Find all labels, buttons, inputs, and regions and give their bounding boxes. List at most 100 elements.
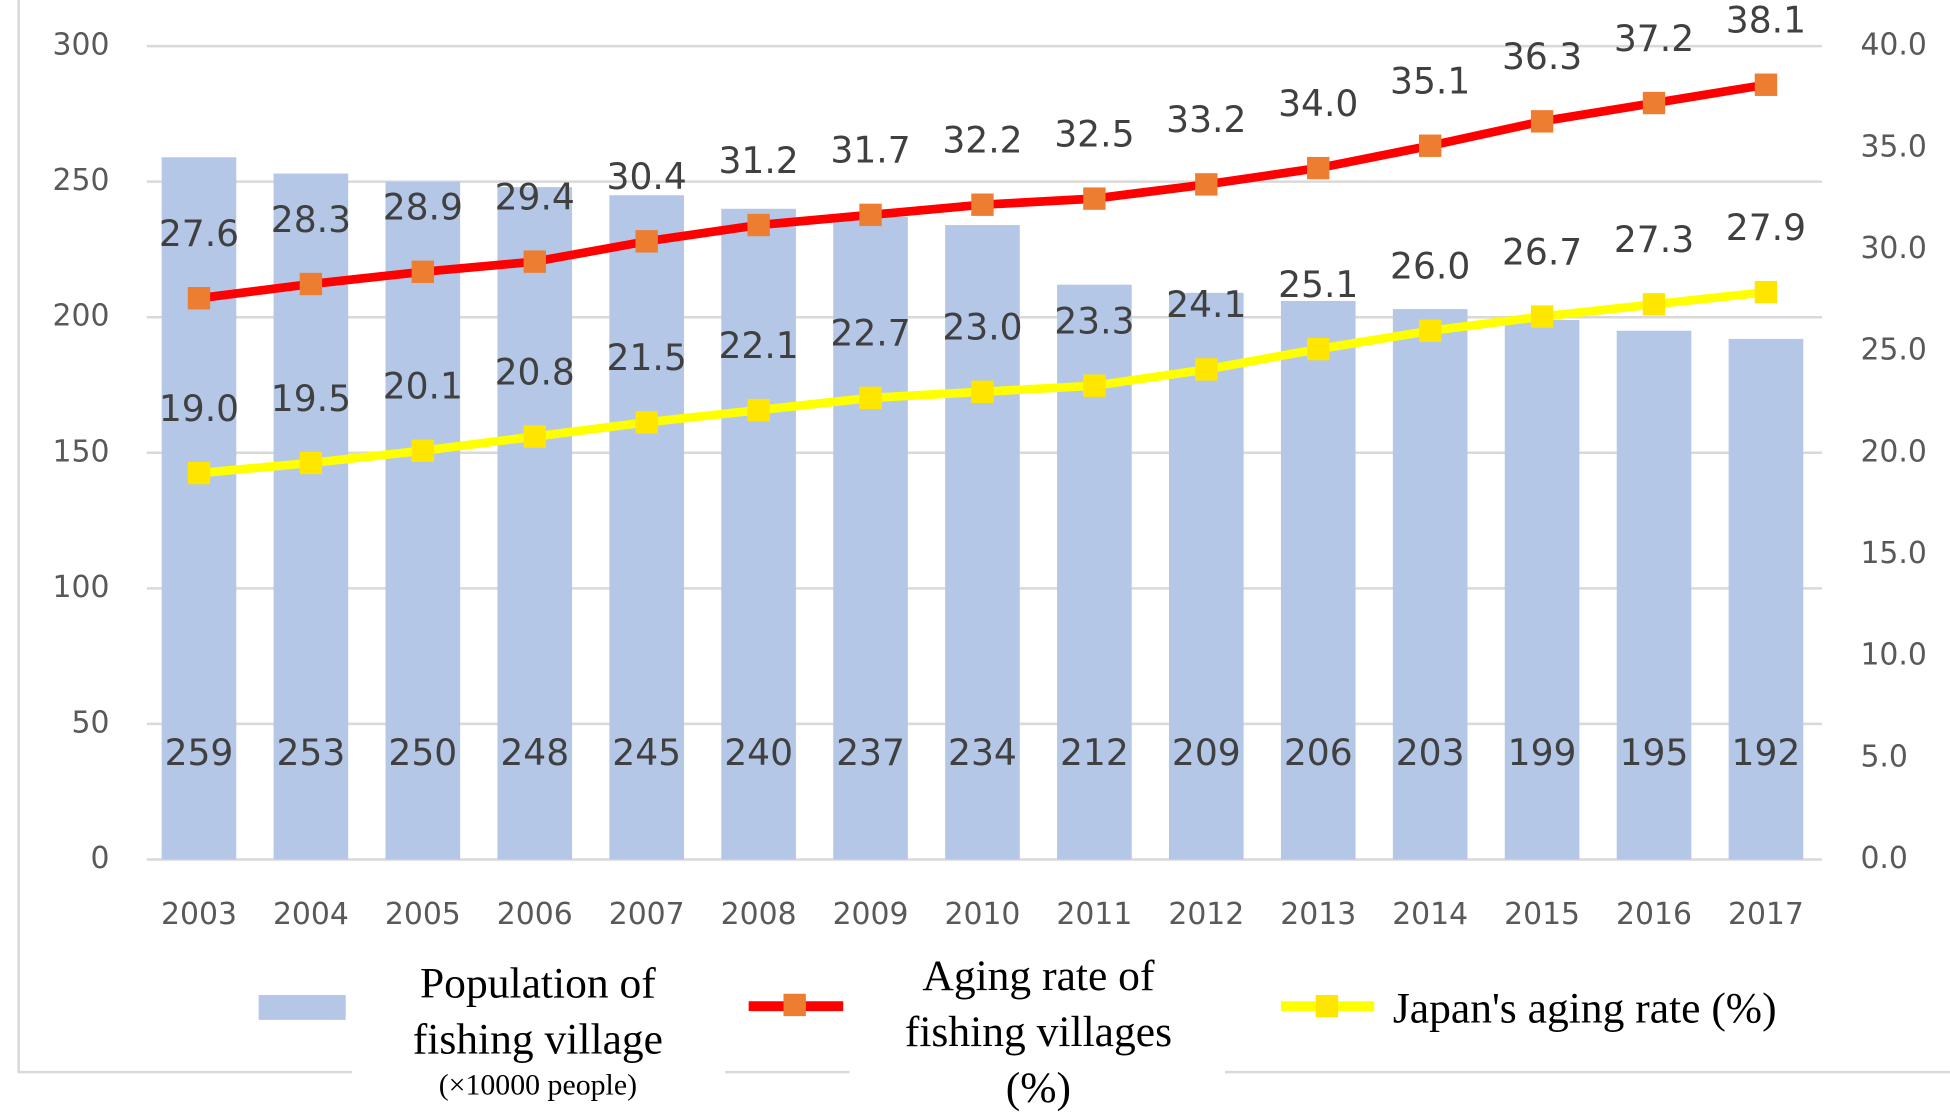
x-tick-label: 2013 (1280, 897, 1356, 932)
marker (1083, 374, 1106, 397)
bar-value-label: 192 (1732, 732, 1801, 774)
line-value-label: 30.4 (607, 156, 687, 198)
bar-value-label: 212 (1060, 732, 1129, 774)
x-tick-label: 2009 (833, 897, 909, 932)
line-value-label: 35.1 (1390, 61, 1470, 103)
marker (1530, 305, 1554, 328)
marker (859, 203, 882, 227)
y-tick-label: 200 (53, 299, 110, 334)
bar-value-label: 237 (836, 732, 905, 774)
line-value-label: 22.7 (830, 313, 910, 355)
line-value-label: 28.9 (383, 187, 463, 229)
x-tick-label: 2006 (497, 897, 573, 932)
marker (1195, 358, 1218, 381)
line-value-label: 19.5 (271, 378, 351, 420)
line-value-label: 32.2 (942, 120, 1022, 162)
marker (187, 461, 211, 485)
line-value-label: 20.8 (495, 351, 575, 393)
line-value-label: 21.5 (607, 337, 687, 379)
marker (299, 451, 323, 475)
x-tick-label: 2010 (945, 897, 1021, 932)
y2-tick-label: 40.0 (1860, 28, 1926, 63)
legend-background (351, 957, 726, 1112)
y-tick-label: 100 (53, 570, 110, 605)
bar (497, 187, 573, 860)
legend-swatch (783, 993, 806, 1017)
x-tick-label: 2015 (1504, 897, 1580, 932)
line-value-label: 27.3 (1614, 219, 1694, 261)
legend-swatch (1315, 994, 1339, 1018)
legend-label: Aging rate of fishing villages (%) (904, 951, 1173, 1112)
bar-value-label: 245 (612, 732, 681, 774)
line-value-label: 28.3 (271, 199, 351, 241)
legend-label: Population of fishing village (412, 958, 663, 1064)
line-value-label: 19.0 (159, 388, 239, 430)
y-tick-label: 0 (90, 841, 109, 876)
bar (833, 216, 908, 860)
bar-value-label: 234 (948, 732, 1017, 774)
line-value-label: 22.1 (718, 325, 798, 367)
line-value-label: 37.2 (1614, 18, 1694, 60)
marker (1530, 110, 1554, 133)
bar (161, 157, 237, 860)
x-tick-label: 2011 (1056, 897, 1132, 932)
marker (1195, 173, 1218, 196)
line-value-label: 27.9 (1726, 207, 1806, 249)
marker (1642, 91, 1666, 115)
line-value-label: 31.2 (718, 140, 798, 182)
line-value-label: 24.1 (1166, 284, 1246, 326)
line-value-label: 23.3 (1054, 300, 1134, 342)
x-tick-label: 2005 (385, 897, 461, 932)
bar (945, 225, 1020, 860)
line-value-label: 26.7 (1502, 231, 1582, 273)
y-tick-label: 300 (53, 28, 110, 63)
y2-tick-label: 15.0 (1860, 536, 1926, 571)
marker (1307, 337, 1330, 361)
bar-value-label: 209 (1172, 732, 1241, 774)
line-value-label: 29.4 (495, 176, 575, 218)
marker (411, 260, 435, 284)
marker (523, 250, 546, 273)
legend-background (849, 957, 1225, 1112)
marker (859, 386, 882, 410)
bar (1616, 330, 1692, 860)
bar (721, 208, 796, 860)
legend-entry: Aging rate of fishing villages (%) (904, 951, 1173, 1112)
marker (1307, 156, 1330, 180)
line-value-label: 31.7 (830, 130, 910, 172)
marker (1754, 280, 1778, 304)
marker (411, 439, 435, 462)
y-tick-label: 150 (53, 434, 110, 469)
bar (1728, 338, 1804, 860)
legend-entry: Population of fishing village (×10000 peo… (412, 958, 663, 1102)
marker (1083, 187, 1106, 210)
legend-label: Japan's aging rate (%) (1392, 983, 1777, 1033)
bar-value-label: 248 (500, 732, 569, 774)
marker (1418, 134, 1442, 157)
legend-entry: Japan's aging rate (%) (1392, 983, 1777, 1033)
y-tick-label: 50 (71, 705, 109, 740)
line-value-label: 23.0 (942, 307, 1022, 349)
marker (971, 380, 994, 403)
x-tick-label: 2017 (1728, 897, 1804, 932)
y2-tick-label: 35.0 (1860, 129, 1926, 164)
x-tick-label: 2008 (721, 897, 797, 932)
marker (1418, 319, 1442, 342)
marker (523, 425, 546, 448)
legend-swatch (258, 994, 346, 1020)
bar-value-label: 199 (1508, 732, 1577, 774)
y2-tick-label: 5.0 (1860, 739, 1907, 774)
line-value-label: 20.1 (383, 366, 463, 408)
marker (187, 287, 211, 310)
marker (635, 230, 658, 253)
y2-tick-label: 25.0 (1860, 333, 1926, 368)
line-value-label: 26.0 (1390, 246, 1470, 288)
marker (299, 272, 323, 296)
x-tick-label: 2012 (1168, 897, 1244, 932)
x-tick-label: 2004 (273, 897, 349, 932)
y2-tick-label: 10.0 (1860, 638, 1926, 673)
marker (747, 213, 770, 237)
legend-note: (×10000 people) (438, 1069, 638, 1102)
